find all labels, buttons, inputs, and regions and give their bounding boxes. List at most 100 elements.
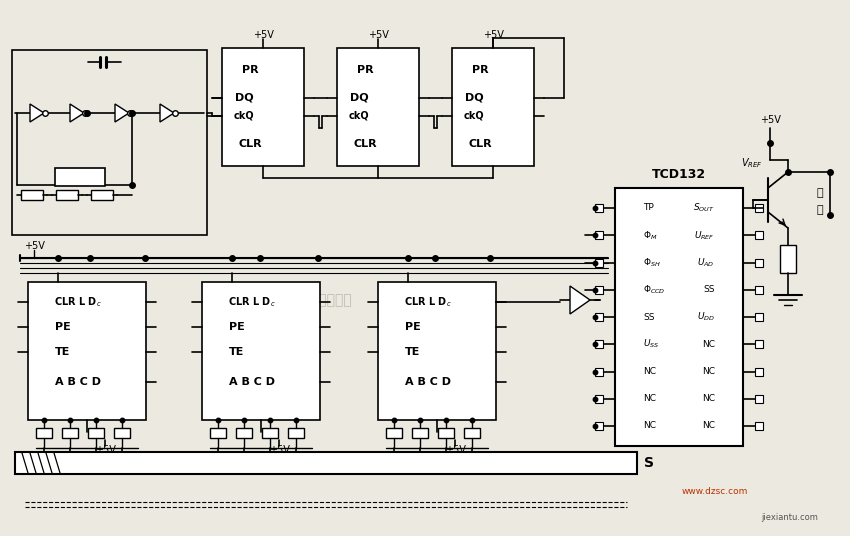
Text: PE: PE	[230, 322, 245, 332]
Bar	[595, 231, 603, 239]
Text: $\Phi_{SH}$: $\Phi_{SH}$	[643, 256, 660, 269]
Text: PR: PR	[241, 65, 258, 75]
Text: A B C D: A B C D	[55, 377, 101, 387]
Text: CLR: CLR	[238, 139, 262, 149]
Bar	[755, 313, 763, 321]
Bar	[15, 452, 637, 474]
Bar	[595, 340, 603, 348]
Bar	[780, 245, 796, 273]
Text: TE: TE	[405, 347, 421, 357]
Bar	[28, 282, 146, 420]
Bar	[21, 190, 43, 200]
Bar	[755, 231, 763, 239]
Text: DQ: DQ	[235, 93, 253, 103]
Text: PR: PR	[357, 65, 373, 75]
Text: jiexiantu.com: jiexiantu.com	[762, 513, 819, 523]
Text: CLR: CLR	[468, 139, 492, 149]
Bar	[595, 422, 603, 430]
Text: www.dzsc.com: www.dzsc.com	[682, 488, 748, 496]
Text: TP: TP	[643, 204, 654, 212]
Bar	[595, 368, 603, 376]
Bar	[62, 428, 78, 438]
Text: +5V: +5V	[445, 445, 466, 455]
Polygon shape	[570, 286, 590, 314]
Text: 杭州格睿科技有限公司: 杭州格睿科技有限公司	[268, 293, 352, 307]
Bar	[755, 394, 763, 403]
Text: NC: NC	[643, 367, 656, 376]
Bar	[337, 48, 419, 166]
Text: +5V: +5V	[252, 30, 274, 40]
Bar	[464, 428, 480, 438]
Bar	[236, 428, 252, 438]
Text: PR: PR	[472, 65, 488, 75]
Text: TCD132: TCD132	[652, 167, 706, 181]
Bar	[222, 48, 304, 166]
Text: +5V: +5V	[367, 30, 388, 40]
Text: +5V: +5V	[24, 241, 44, 251]
Bar	[91, 190, 113, 200]
Text: $S_{OUT}$: $S_{OUT}$	[694, 202, 715, 214]
Bar	[452, 48, 534, 166]
Text: TE: TE	[55, 347, 71, 357]
Text: CLR L D$_c$: CLR L D$_c$	[228, 295, 276, 309]
Text: DQ: DQ	[349, 93, 368, 103]
Text: +5V: +5V	[760, 115, 780, 125]
Bar	[12, 50, 207, 235]
Text: NC: NC	[702, 394, 715, 403]
Text: CLR L D$_c$: CLR L D$_c$	[404, 295, 452, 309]
Bar	[378, 282, 496, 420]
Bar	[755, 258, 763, 266]
Bar	[202, 282, 320, 420]
Bar	[386, 428, 402, 438]
Bar	[615, 188, 743, 446]
Text: PE: PE	[405, 322, 421, 332]
Bar	[755, 204, 763, 212]
Text: S: S	[644, 456, 654, 470]
Bar	[595, 286, 603, 294]
Text: A B C D: A B C D	[229, 377, 275, 387]
Text: DQ: DQ	[465, 93, 484, 103]
Bar	[288, 428, 304, 438]
Bar	[595, 313, 603, 321]
Bar	[595, 204, 603, 212]
Text: ckQ: ckQ	[348, 111, 369, 121]
Text: NC: NC	[702, 367, 715, 376]
Text: +5V: +5V	[94, 445, 116, 455]
Bar	[88, 428, 104, 438]
Text: A B C D: A B C D	[405, 377, 451, 387]
Polygon shape	[160, 104, 174, 122]
Text: 输: 输	[817, 188, 824, 198]
Text: NC: NC	[643, 394, 656, 403]
Text: $\Phi_{CCD}$: $\Phi_{CCD}$	[643, 284, 666, 296]
Text: SS: SS	[704, 285, 715, 294]
Text: ckQ: ckQ	[234, 111, 254, 121]
Polygon shape	[30, 104, 44, 122]
Text: NC: NC	[702, 421, 715, 430]
Text: TE: TE	[230, 347, 245, 357]
Bar	[755, 286, 763, 294]
Bar	[114, 428, 130, 438]
Bar	[438, 428, 454, 438]
Bar	[755, 340, 763, 348]
Bar	[55, 168, 105, 186]
Text: $U_{SS}$: $U_{SS}$	[643, 338, 660, 351]
Bar	[755, 422, 763, 430]
Bar	[262, 428, 278, 438]
Bar	[412, 428, 428, 438]
Text: $U_{AD}$: $U_{AD}$	[698, 256, 715, 269]
Text: 出: 出	[817, 205, 824, 215]
Bar	[595, 394, 603, 403]
Text: $\Phi_M$: $\Phi_M$	[643, 229, 658, 242]
Text: NC: NC	[643, 421, 656, 430]
Text: ckQ: ckQ	[464, 111, 484, 121]
Bar	[56, 190, 78, 200]
Polygon shape	[70, 104, 84, 122]
Text: NC: NC	[702, 340, 715, 349]
Text: SS: SS	[643, 312, 654, 322]
Text: PE: PE	[55, 322, 71, 332]
Bar	[210, 428, 226, 438]
Text: CLR: CLR	[354, 139, 377, 149]
Text: +5V: +5V	[269, 445, 290, 455]
Bar	[36, 428, 52, 438]
Text: +5V: +5V	[483, 30, 503, 40]
